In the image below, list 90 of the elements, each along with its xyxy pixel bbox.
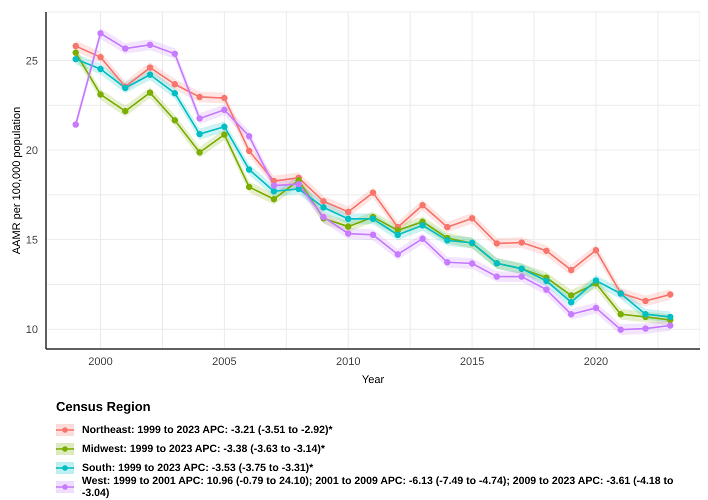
point [518,273,525,280]
point [370,232,376,238]
point [221,106,228,114]
point [543,278,550,284]
point [246,148,252,154]
point [172,81,178,88]
point [618,326,624,333]
y-tick-label: 25 [26,55,38,68]
point [568,299,574,306]
point [246,133,252,140]
x-tick-label: 2020 [584,356,608,368]
legend-label: South: 1999 to 2023 APC: -3.53 (-3.75 to -3.31)* [82,462,314,474]
point [667,314,674,320]
point [72,49,79,56]
y-tick-label: 10 [26,324,38,336]
x-axis-title: Year [362,374,384,386]
point [642,298,649,304]
point [592,304,600,312]
point [444,224,451,230]
point [320,198,327,204]
point [221,94,228,102]
point [592,277,600,284]
point [468,215,476,222]
point [370,189,376,196]
point [345,230,352,237]
point [394,232,401,238]
point [196,94,203,100]
point [568,292,574,299]
y-tick-label: 15 [26,234,38,247]
point [345,216,352,222]
point [568,266,574,274]
legend-label: Northeast: 1999 to 2023 APC: -3.21 (-3.51 to -2.92)* [82,424,333,436]
point [667,322,674,329]
x-tick-label: 2015 [460,356,484,368]
legend-label: Midwest: 1999 to 2023 APC: -3.38 (-3.63 to -3.14)* [82,442,325,454]
point [97,30,104,37]
point [270,196,278,202]
point [518,239,525,246]
point [97,54,104,60]
y-axis-title: AAMR per 100,000 population [10,106,23,254]
point [345,223,352,230]
point [270,188,278,194]
y-tick-label: 20 [26,144,38,157]
point [146,72,154,78]
point [196,115,203,122]
point [122,45,128,52]
point [295,180,302,188]
point [444,259,451,266]
legend-label: West: 1999 to 2001 APC: 10.96 (-0.79 to 24.10); 2001 to 2009 APC: -6.13 (-7.49 to -4.74); 2009 to 2023 APC: -3.61 (-4.18 to -3.04) [82,474,674,498]
x-tick-label: 2005 [212,356,237,368]
point [196,130,203,138]
point [172,117,178,124]
point [97,66,104,72]
point [72,42,79,50]
point [246,166,252,173]
x-tick-label: 2000 [88,356,113,368]
point [419,222,426,229]
point [97,91,104,98]
point [592,247,600,254]
point [196,149,203,156]
point [270,182,278,189]
point [172,50,178,57]
point [494,240,500,247]
point [122,108,128,114]
point [419,236,426,242]
point [568,311,574,318]
x-tick-label: 2010 [336,356,360,368]
point [419,202,426,208]
point [221,131,228,138]
point [345,208,352,216]
point [246,184,252,190]
point [172,90,178,96]
point [320,204,327,211]
point [72,56,79,62]
point [667,291,674,298]
legend-title: Census Region [56,399,152,414]
point [468,260,476,267]
point [146,64,154,71]
point [494,273,500,280]
point [444,237,451,244]
point [146,42,154,48]
point [642,311,649,318]
point [394,251,401,258]
point [221,124,228,130]
point [543,248,550,254]
point [618,311,624,318]
point [642,325,649,332]
point [72,121,79,128]
point [146,89,154,96]
point [543,286,550,293]
